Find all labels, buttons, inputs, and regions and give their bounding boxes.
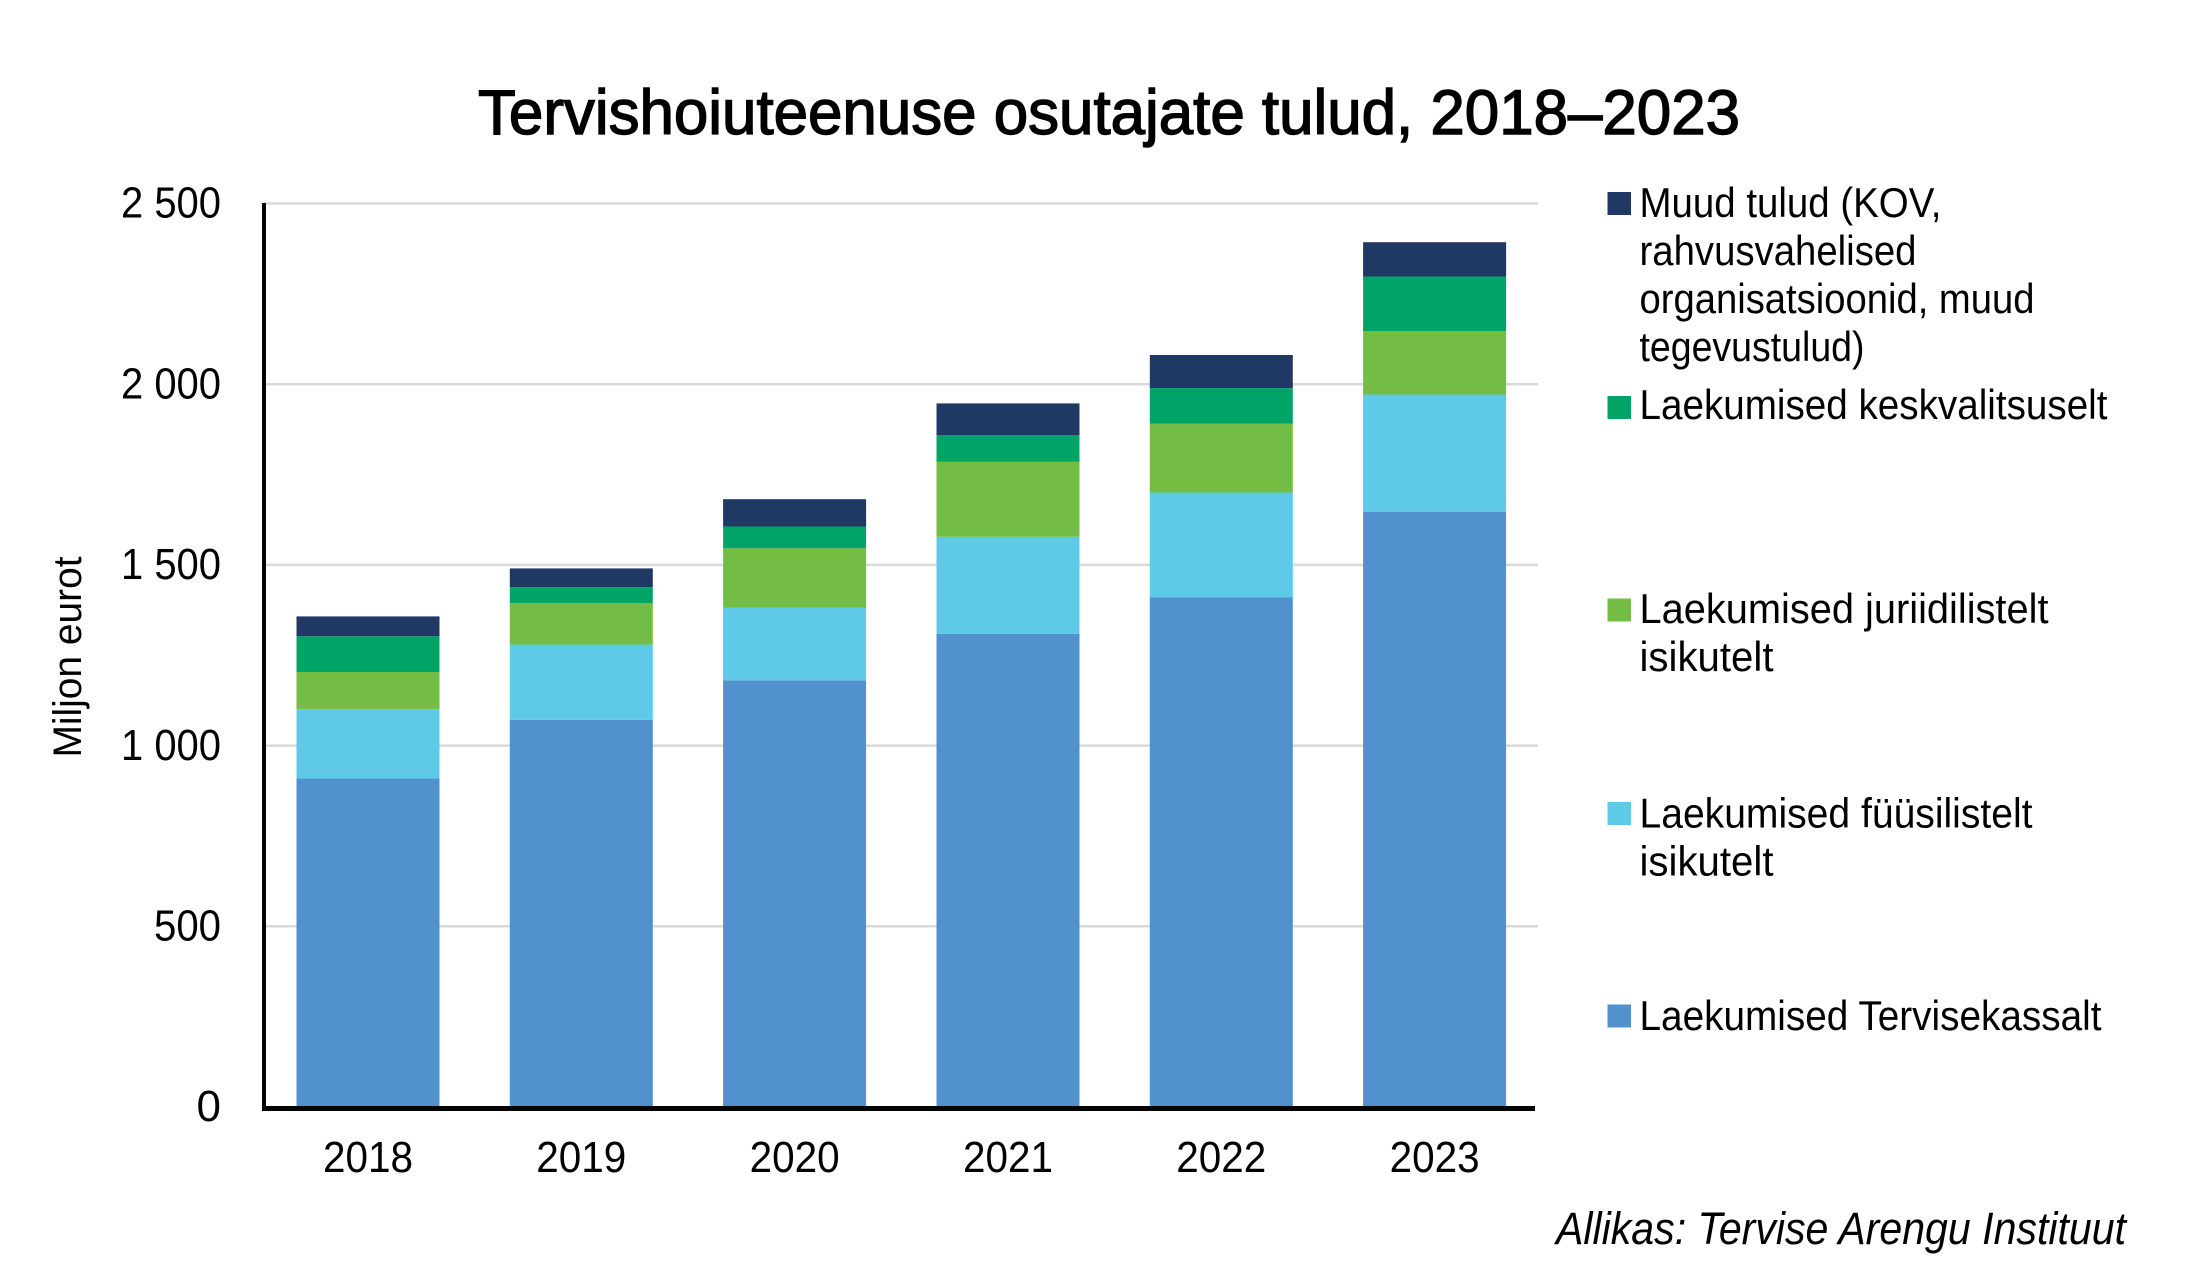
svg-text:organisatsioonid, muud: organisatsioonid, muud [1640, 275, 2035, 322]
svg-text:1 500: 1 500 [121, 540, 221, 589]
svg-text:Laekumised keskvalitsuselt: Laekumised keskvalitsuselt [1640, 381, 2108, 428]
svg-text:2022: 2022 [1176, 1133, 1266, 1182]
svg-text:2023: 2023 [1390, 1133, 1480, 1182]
svg-text:500: 500 [154, 902, 221, 951]
svg-text:2020: 2020 [750, 1133, 840, 1182]
svg-text:tegevustulud): tegevustulud) [1640, 323, 1865, 370]
svg-text:0: 0 [197, 1082, 221, 1131]
svg-text:isikutelt: isikutelt [1640, 838, 1774, 885]
svg-text:2 000: 2 000 [121, 359, 221, 408]
svg-text:Allikas: Tervise Arengu Instit: Allikas: Tervise Arengu Instituut [1553, 1203, 2128, 1254]
svg-text:Laekumised Tervisekassalt: Laekumised Tervisekassalt [1640, 992, 2102, 1039]
svg-text:Miljon eurot: Miljon eurot [46, 557, 90, 758]
svg-text:Tervishoiuteenuse osutajate tu: Tervishoiuteenuse osutajate tulud, 2018–… [478, 78, 1740, 148]
svg-text:Laekumised füüsilistelt: Laekumised füüsilistelt [1640, 790, 2033, 837]
svg-text:1 000: 1 000 [121, 721, 221, 770]
svg-text:2 500: 2 500 [121, 179, 221, 228]
svg-text:Muud tulud (KOV,: Muud tulud (KOV, [1640, 179, 1942, 226]
svg-text:2021: 2021 [963, 1133, 1053, 1182]
svg-text:Laekumised juriidilistelt: Laekumised juriidilistelt [1640, 585, 2049, 632]
svg-text:2019: 2019 [536, 1133, 626, 1182]
svg-text:rahvusvahelised: rahvusvahelised [1640, 227, 1917, 274]
svg-text:2018: 2018 [323, 1133, 413, 1182]
svg-text:isikutelt: isikutelt [1640, 633, 1774, 680]
